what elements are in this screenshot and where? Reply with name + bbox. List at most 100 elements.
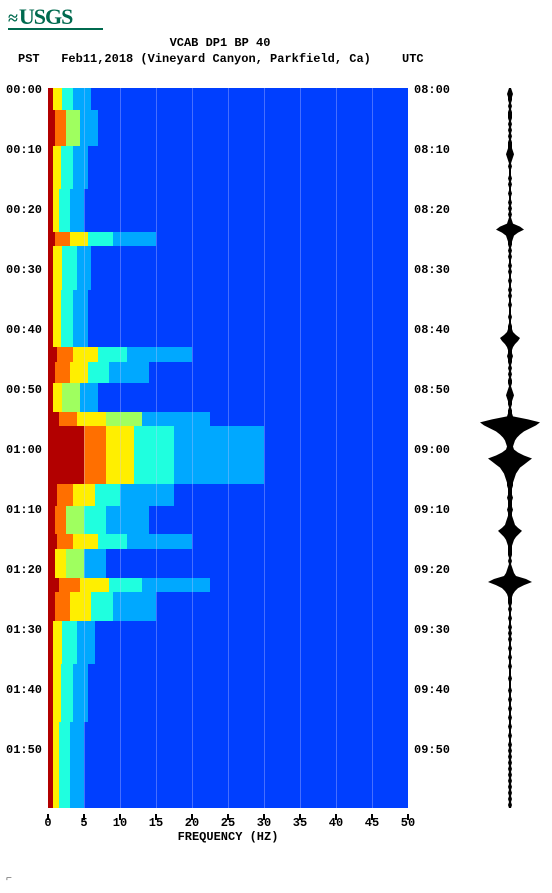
- subtitle-row: PST Feb11,2018 (Vineyard Canyon, Parkfie…: [18, 52, 371, 66]
- y-tick-right: 09:30: [414, 624, 450, 684]
- heat-seg: [53, 621, 62, 664]
- y-tick-left: 01:20: [6, 564, 42, 624]
- grid-line: [84, 88, 85, 808]
- heat-seg: [73, 347, 98, 361]
- y-axis-right: 08:0008:1008:2008:3008:4008:5009:0009:10…: [414, 84, 450, 804]
- corner-mark: ⌐: [6, 874, 12, 885]
- heat-seg: [48, 426, 62, 484]
- heat-seg: [210, 412, 408, 426]
- x-tick-label: 5: [80, 816, 87, 830]
- heat-seg: [66, 506, 84, 535]
- heat-seg: [210, 578, 408, 592]
- grid-line: [264, 88, 265, 808]
- heat-seg: [106, 549, 408, 578]
- x-axis-title: FREQUENCY (HZ): [48, 830, 408, 844]
- heat-seg: [61, 290, 74, 348]
- heat-seg: [70, 189, 84, 232]
- date-location: Feb11,2018 (Vineyard Canyon, Parkfield, …: [61, 52, 371, 66]
- y-tick-right: 08:40: [414, 324, 450, 384]
- y-tick-left: 00:20: [6, 204, 42, 264]
- heat-seg: [95, 621, 408, 664]
- heat-seg: [48, 362, 55, 384]
- y-tick-left: 01:40: [6, 684, 42, 744]
- heat-seg: [55, 549, 66, 578]
- heat-seg: [70, 722, 84, 808]
- heat-seg: [48, 578, 59, 592]
- heat-seg: [62, 88, 73, 110]
- heat-seg: [55, 362, 69, 384]
- heat-seg: [55, 110, 66, 146]
- heat-seg: [109, 578, 141, 592]
- x-tick-label: 50: [401, 816, 415, 830]
- seismogram-trace: [475, 88, 545, 808]
- heat-seg: [57, 534, 73, 548]
- heat-seg: [106, 412, 142, 426]
- heat-seg: [134, 426, 174, 484]
- x-tick-label: 25: [221, 816, 235, 830]
- y-tick-left: 00:00: [6, 84, 42, 144]
- heat-seg: [109, 362, 149, 384]
- heat-seg: [48, 506, 55, 535]
- heat-seg: [73, 534, 98, 548]
- heat-seg: [84, 506, 106, 535]
- heat-seg: [98, 534, 127, 548]
- heat-seg: [48, 347, 57, 361]
- pst-label: PST: [18, 52, 40, 66]
- heat-seg: [127, 347, 192, 361]
- heat-seg: [84, 722, 408, 808]
- y-tick-left: 00:30: [6, 264, 42, 324]
- heat-seg: [95, 484, 120, 506]
- heat-seg: [53, 246, 62, 289]
- heat-seg: [61, 146, 74, 189]
- heat-seg: [142, 412, 210, 426]
- grid-line: [336, 88, 337, 808]
- x-tick-label: 15: [149, 816, 163, 830]
- y-tick-left: 01:30: [6, 624, 42, 684]
- heat-seg: [70, 592, 92, 621]
- heat-seg: [66, 110, 80, 146]
- y-tick-right: 08:50: [414, 384, 450, 444]
- heat-seg: [55, 592, 69, 621]
- heat-seg: [53, 290, 60, 348]
- heat-seg: [84, 426, 106, 484]
- heat-seg: [48, 549, 55, 578]
- logo-text: USGS: [19, 4, 72, 29]
- heat-seg: [53, 146, 60, 189]
- heat-seg: [61, 664, 74, 722]
- x-tick-label: 10: [113, 816, 127, 830]
- heat-seg: [59, 722, 70, 808]
- grid-line: [192, 88, 193, 808]
- heat-seg: [98, 110, 408, 146]
- heat-seg: [88, 664, 408, 722]
- y-tick-right: 09:20: [414, 564, 450, 624]
- y-tick-right: 09:00: [414, 444, 450, 504]
- grid-line: [156, 88, 157, 808]
- heat-seg: [57, 484, 73, 506]
- heat-seg: [142, 578, 210, 592]
- heat-seg: [149, 506, 408, 535]
- y-tick-left: 00:40: [6, 324, 42, 384]
- y-axis-left: 00:0000:1000:2000:3000:4000:5001:0001:10…: [6, 84, 42, 804]
- heat-seg: [98, 347, 127, 361]
- heat-seg: [62, 246, 76, 289]
- heat-seg: [62, 621, 76, 664]
- heat-seg: [48, 534, 57, 548]
- y-tick-right: 09:50: [414, 744, 450, 804]
- heat-seg: [91, 246, 408, 289]
- heat-seg: [73, 88, 91, 110]
- heat-seg: [88, 362, 110, 384]
- y-tick-left: 01:00: [6, 444, 42, 504]
- y-tick-right: 08:00: [414, 84, 450, 144]
- heat-seg: [62, 426, 84, 484]
- x-tick-label: 45: [365, 816, 379, 830]
- grid-line: [372, 88, 373, 808]
- heat-seg: [91, 88, 408, 110]
- heat-seg: [73, 146, 87, 189]
- usgs-wave-icon: ≈: [8, 8, 17, 29]
- heat-seg: [228, 232, 408, 246]
- heat-seg: [53, 88, 62, 110]
- y-tick-right: 09:40: [414, 684, 450, 744]
- heat-seg: [62, 383, 80, 412]
- heat-seg: [66, 549, 84, 578]
- x-axis: FREQUENCY (HZ) 05101520253035404550: [48, 812, 408, 832]
